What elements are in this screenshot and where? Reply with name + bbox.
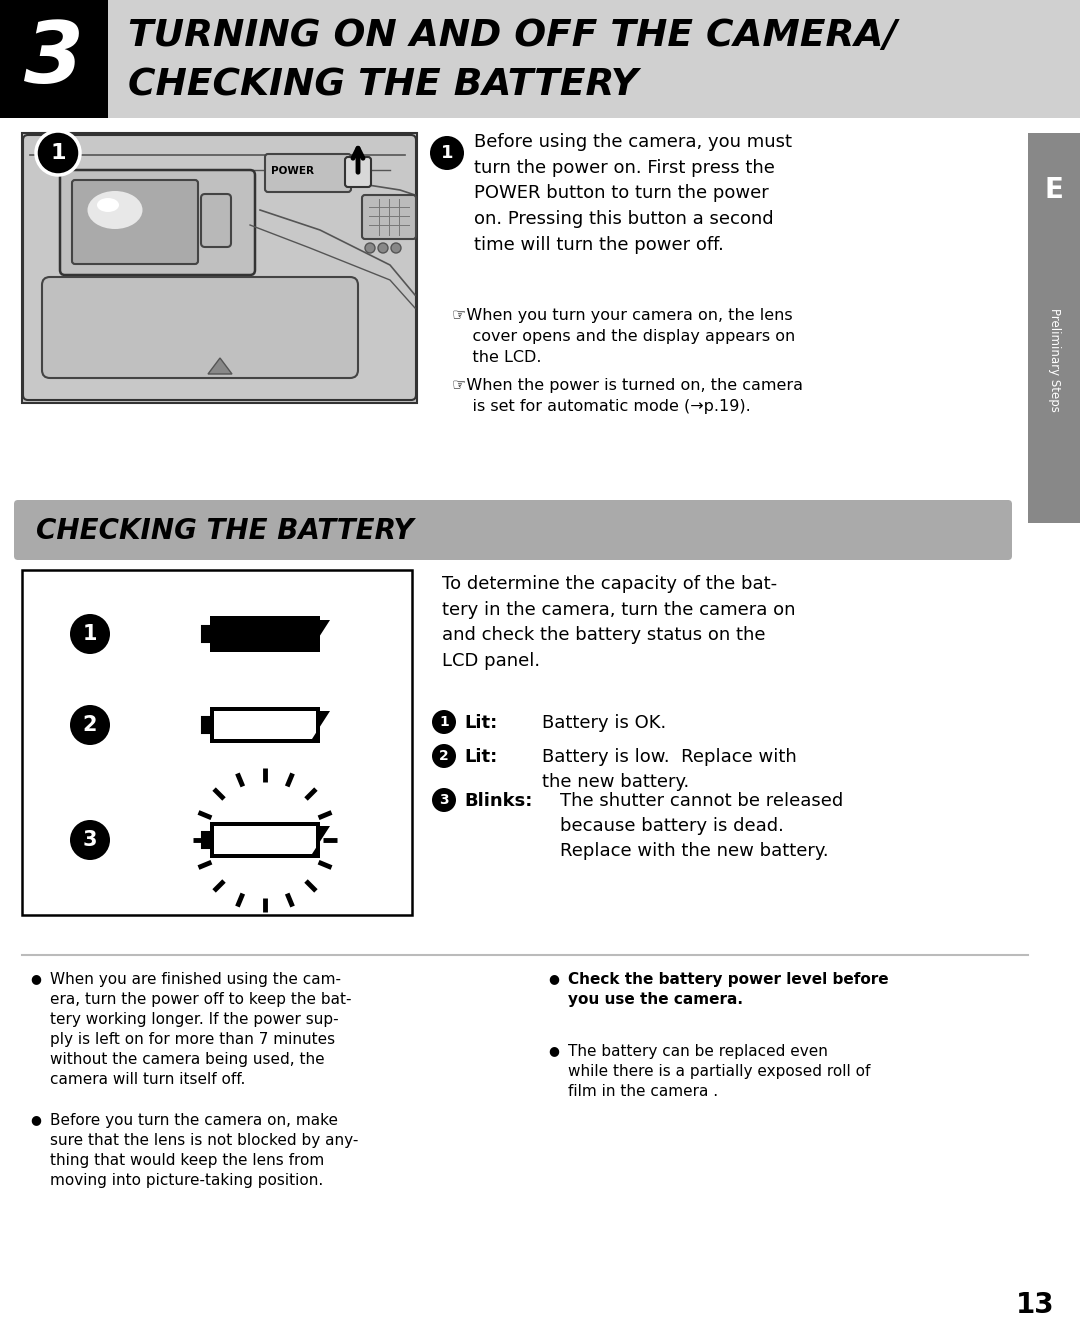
FancyBboxPatch shape: [362, 195, 416, 239]
FancyBboxPatch shape: [42, 277, 357, 378]
Text: CHECKING THE BATTERY: CHECKING THE BATTERY: [129, 68, 638, 104]
Bar: [202, 717, 210, 733]
Bar: [214, 620, 316, 648]
Bar: [22, 132, 417, 402]
Text: 1: 1: [51, 143, 66, 163]
Text: Lit:: Lit:: [464, 747, 497, 766]
Bar: [0, 0, 108, 118]
Bar: [210, 616, 320, 652]
Bar: [214, 826, 316, 854]
FancyBboxPatch shape: [14, 500, 1012, 560]
Circle shape: [432, 710, 456, 734]
Circle shape: [432, 787, 456, 812]
Polygon shape: [312, 711, 330, 739]
Text: ☞When you turn your camera on, the lens
    cover opens and the display appears : ☞When you turn your camera on, the lens …: [453, 308, 795, 365]
Text: To determine the capacity of the bat-
tery in the camera, turn the camera on
and: To determine the capacity of the bat- te…: [442, 575, 796, 670]
Polygon shape: [312, 826, 330, 854]
Text: 13: 13: [1015, 1292, 1054, 1320]
Circle shape: [70, 705, 110, 745]
Bar: [214, 711, 316, 739]
Text: ☞When the power is turned on, the camera
    is set for automatic mode (→p.19).: ☞When the power is turned on, the camera…: [453, 378, 804, 414]
Text: E: E: [1044, 176, 1064, 205]
Text: Before you turn the camera on, make
sure that the lens is not blocked by any-
th: Before you turn the camera on, make sure…: [50, 1112, 359, 1189]
FancyBboxPatch shape: [345, 156, 372, 187]
Text: Before using the camera, you must
turn the power on. First press the
POWER butto: Before using the camera, you must turn t…: [474, 132, 792, 254]
Text: The battery can be replaced even
while there is a partially exposed roll of
film: The battery can be replaced even while t…: [568, 1044, 870, 1099]
Circle shape: [70, 820, 110, 860]
Text: 3: 3: [83, 830, 97, 850]
Text: When you are finished using the cam-
era, turn the power off to keep the bat-
te: When you are finished using the cam- era…: [50, 972, 351, 1087]
Text: 3: 3: [440, 793, 449, 808]
Text: POWER: POWER: [271, 166, 314, 176]
Text: ●: ●: [548, 972, 558, 985]
Text: Check the battery power level before
you use the camera.: Check the battery power level before you…: [568, 972, 889, 1007]
FancyBboxPatch shape: [265, 154, 351, 193]
Bar: [210, 822, 320, 858]
Circle shape: [70, 614, 110, 654]
Circle shape: [430, 136, 464, 170]
Bar: [202, 626, 210, 642]
Ellipse shape: [97, 198, 119, 213]
Text: TURNING ON AND OFF THE CAMERA/: TURNING ON AND OFF THE CAMERA/: [129, 17, 897, 53]
Circle shape: [365, 243, 375, 253]
Text: 3: 3: [24, 17, 84, 100]
Text: CHECKING THE BATTERY: CHECKING THE BATTERY: [36, 517, 414, 545]
FancyBboxPatch shape: [23, 135, 416, 400]
Bar: [1028, 132, 1080, 523]
Text: The shutter cannot be released
because battery is dead.
Replace with the new bat: The shutter cannot be released because b…: [561, 792, 843, 860]
Text: 2: 2: [83, 715, 97, 735]
Bar: [22, 570, 411, 915]
Text: Battery is OK.: Battery is OK.: [542, 714, 666, 731]
Text: Battery is low.  Replace with
the new battery.: Battery is low. Replace with the new bat…: [542, 747, 797, 792]
Circle shape: [391, 243, 401, 253]
Text: 1: 1: [83, 624, 97, 644]
Circle shape: [432, 743, 456, 767]
Text: ●: ●: [30, 972, 41, 985]
Polygon shape: [312, 620, 330, 648]
Circle shape: [36, 131, 80, 175]
Bar: [214, 620, 316, 648]
Text: 1: 1: [440, 715, 449, 729]
Text: ●: ●: [30, 1112, 41, 1126]
FancyBboxPatch shape: [60, 170, 255, 275]
Text: 1: 1: [441, 144, 454, 162]
Text: 2: 2: [440, 749, 449, 763]
Circle shape: [378, 243, 388, 253]
Text: ●: ●: [548, 1044, 558, 1058]
FancyBboxPatch shape: [201, 194, 231, 247]
Text: Lit:: Lit:: [464, 714, 497, 731]
Text: Preliminary Steps: Preliminary Steps: [1048, 308, 1061, 412]
FancyBboxPatch shape: [72, 180, 198, 263]
Bar: [202, 832, 210, 848]
Bar: [210, 707, 320, 743]
Bar: [0, 0, 1080, 118]
Ellipse shape: [87, 191, 143, 229]
Text: Blinks:: Blinks:: [464, 792, 532, 810]
Polygon shape: [208, 358, 232, 374]
